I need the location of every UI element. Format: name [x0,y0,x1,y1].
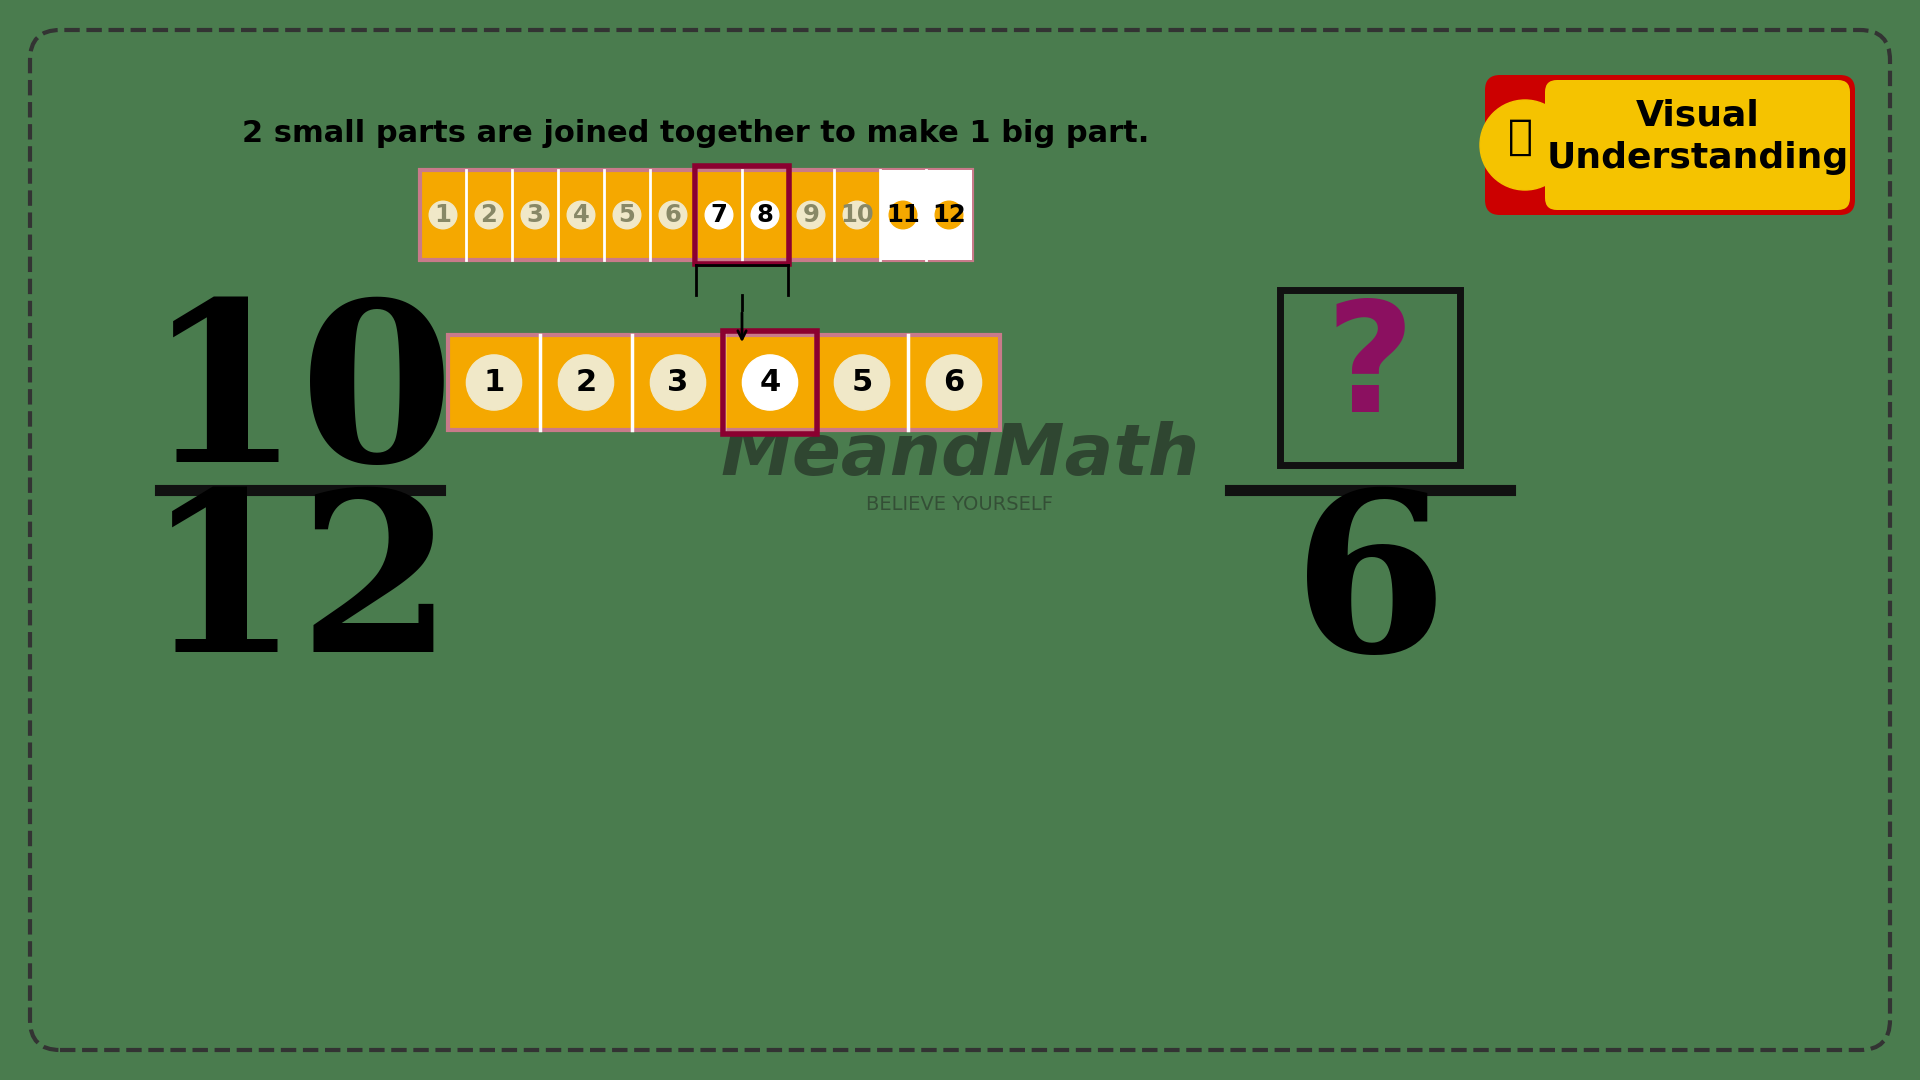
Text: 12: 12 [146,482,455,698]
FancyBboxPatch shape [420,170,972,260]
Text: 2 small parts are joined together to make 1 big part.: 2 small parts are joined together to mak… [242,119,1150,148]
FancyBboxPatch shape [879,170,925,260]
Text: 12: 12 [931,203,966,227]
Text: 5: 5 [851,368,872,397]
Circle shape [797,201,826,229]
FancyArrowPatch shape [737,313,747,339]
FancyBboxPatch shape [1484,75,1855,215]
Circle shape [925,355,981,410]
Text: 2: 2 [480,203,497,227]
Circle shape [743,355,797,410]
Text: ?: ? [1325,295,1415,444]
Text: 1: 1 [434,203,451,227]
Text: 1: 1 [484,368,505,397]
Circle shape [751,201,780,229]
Text: Visual
Understanding: Visual Understanding [1546,99,1849,175]
Circle shape [835,355,889,410]
Text: 2: 2 [576,368,597,397]
Text: MeandMath: MeandMath [720,420,1200,489]
Text: 10: 10 [146,292,455,508]
Text: BELIEVE YOURSELF: BELIEVE YOURSELF [866,496,1054,514]
Circle shape [612,201,641,229]
Circle shape [430,201,457,229]
FancyBboxPatch shape [925,170,972,260]
Text: 3: 3 [526,203,543,227]
Text: 7: 7 [710,203,728,227]
Circle shape [651,355,707,410]
Circle shape [1480,100,1571,190]
Circle shape [843,201,872,229]
Text: 💡: 💡 [1507,116,1532,158]
Text: 6: 6 [664,203,682,227]
Text: 6: 6 [943,368,964,397]
Text: 4: 4 [572,203,589,227]
Circle shape [935,201,962,229]
FancyBboxPatch shape [1546,80,1851,210]
Circle shape [566,201,595,229]
Text: 10: 10 [841,203,874,227]
FancyBboxPatch shape [447,335,1000,430]
Circle shape [467,355,522,410]
Circle shape [476,201,503,229]
Circle shape [520,201,549,229]
Text: 6: 6 [1292,482,1448,698]
Text: 8: 8 [756,203,774,227]
Text: 3: 3 [668,368,689,397]
Text: 9: 9 [803,203,820,227]
Text: 4: 4 [760,368,781,397]
Circle shape [889,201,918,229]
FancyBboxPatch shape [1281,291,1459,465]
Circle shape [659,201,687,229]
Circle shape [705,201,733,229]
Text: 11: 11 [887,203,920,227]
Text: 5: 5 [618,203,636,227]
Circle shape [559,355,614,410]
